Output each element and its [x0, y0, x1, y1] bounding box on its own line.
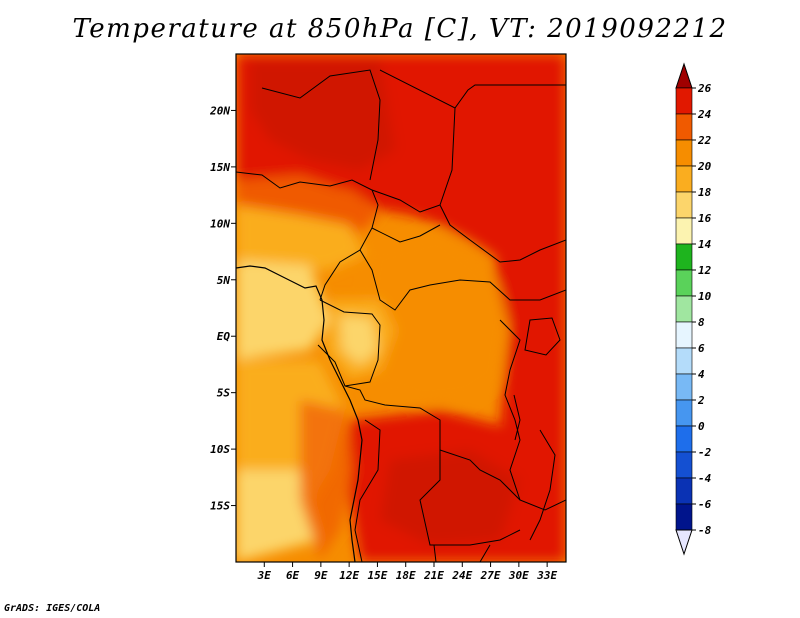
colorbar-label: -4	[698, 472, 712, 485]
lon-tick-label: 3E	[257, 569, 272, 582]
colorbar-bin	[675, 347, 693, 375]
colorbar-bin	[675, 87, 693, 115]
lon-tick-label: 33E	[536, 569, 557, 582]
lat-tick-label: 5N	[217, 274, 231, 287]
lat-tick-label: 15N	[210, 161, 230, 174]
colorbar-bin	[675, 217, 693, 245]
colorbar-bin	[675, 139, 693, 167]
colorbar-bin	[675, 425, 693, 453]
colorbar-label: 16	[698, 212, 712, 225]
map-frame	[235, 53, 567, 563]
longitude-axis: 3E 6E 9E 12E 15E 18E 21E 24E 27E 30E 33E	[257, 562, 557, 582]
colorbar-label: 0	[698, 420, 705, 433]
colorbar-label: 6	[698, 342, 705, 355]
temperature-field	[236, 54, 566, 562]
country-boundaries	[236, 69, 566, 562]
colorbar-bin	[675, 243, 693, 271]
colorbar-label: -8	[698, 524, 712, 537]
colorbar-bin	[675, 451, 693, 479]
colorbar-label: 20	[697, 160, 712, 173]
colorbar-label: 10	[698, 290, 712, 303]
lon-tick-label: 21E	[423, 569, 444, 582]
lat-tick-label: 10S	[210, 443, 230, 456]
colorbar-label: 22	[697, 134, 712, 147]
lon-tick-label: 9E	[314, 569, 328, 582]
colorbar-label: 2	[697, 394, 705, 407]
colorbar-bin	[675, 269, 693, 297]
colorbar-lower-triangle	[675, 529, 693, 556]
colorbar-label: 4	[698, 368, 705, 381]
colorbar-bin	[675, 373, 693, 401]
colorbar-bin	[675, 321, 693, 349]
lon-tick-label: 6E	[286, 569, 300, 582]
lon-tick-label: 12E	[339, 569, 359, 582]
colorbar-bin	[675, 503, 693, 531]
coastline	[236, 265, 363, 562]
colorbar-label: 14	[698, 238, 712, 251]
colorbar-label: 12	[698, 264, 712, 277]
lat-tick-label: 10N	[210, 217, 230, 230]
lat-tick-label: 15S	[210, 500, 230, 513]
map-title: Temperature at 850hPa [C], VT: 201909221…	[72, 14, 728, 44]
lon-tick-label: 18E	[396, 569, 416, 582]
colorbar-bin	[675, 477, 693, 505]
colorbar-bin	[675, 113, 693, 141]
colorbar-label: 18	[698, 186, 712, 199]
colorbar-label: -2	[698, 446, 712, 459]
latitude-axis: 20N 15N 10N 5N EQ 5S 10S 15S	[209, 104, 236, 513]
colorbar-bin	[675, 295, 693, 323]
colorbar-label: 8	[698, 316, 705, 329]
colorbar-label: 24	[697, 108, 712, 121]
lat-tick-label: EQ	[217, 330, 231, 343]
lon-tick-label: 30E	[508, 569, 529, 582]
lon-tick-label: 15E	[367, 569, 387, 582]
colorbar-bin	[675, 191, 693, 219]
lat-tick-label: 20N	[209, 104, 230, 117]
grads-credit: GrADS: IGES/COLA	[4, 603, 101, 614]
lon-tick-label: 24E	[451, 569, 472, 582]
lon-tick-label: 27E	[480, 569, 501, 582]
colorbar-bin	[675, 399, 693, 427]
lat-tick-label: 5S	[217, 387, 231, 400]
colorbar-bin	[675, 165, 693, 193]
colorbar-label: 26	[697, 82, 712, 95]
colorbar-label: -6	[698, 498, 712, 511]
colorbar-upper-triangle	[675, 62, 693, 89]
